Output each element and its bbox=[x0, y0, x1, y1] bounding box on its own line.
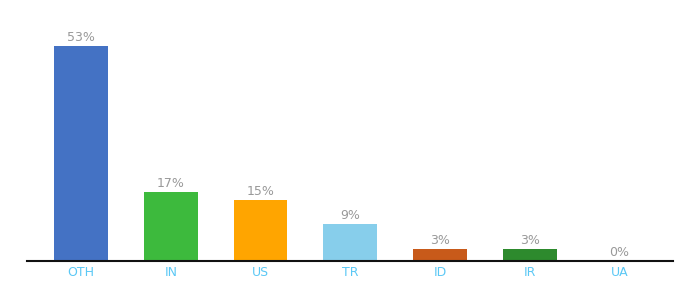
Bar bbox=[233, 200, 288, 261]
Text: 9%: 9% bbox=[340, 209, 360, 222]
Bar bbox=[323, 224, 377, 261]
Text: 17%: 17% bbox=[157, 177, 185, 190]
Text: 15%: 15% bbox=[247, 185, 275, 198]
Text: 0%: 0% bbox=[609, 246, 630, 259]
Bar bbox=[144, 192, 198, 261]
Text: 3%: 3% bbox=[430, 234, 450, 247]
Bar bbox=[413, 249, 467, 261]
Text: 3%: 3% bbox=[520, 234, 540, 247]
Text: 53%: 53% bbox=[67, 31, 95, 44]
Bar bbox=[503, 249, 556, 261]
Bar bbox=[54, 46, 108, 261]
